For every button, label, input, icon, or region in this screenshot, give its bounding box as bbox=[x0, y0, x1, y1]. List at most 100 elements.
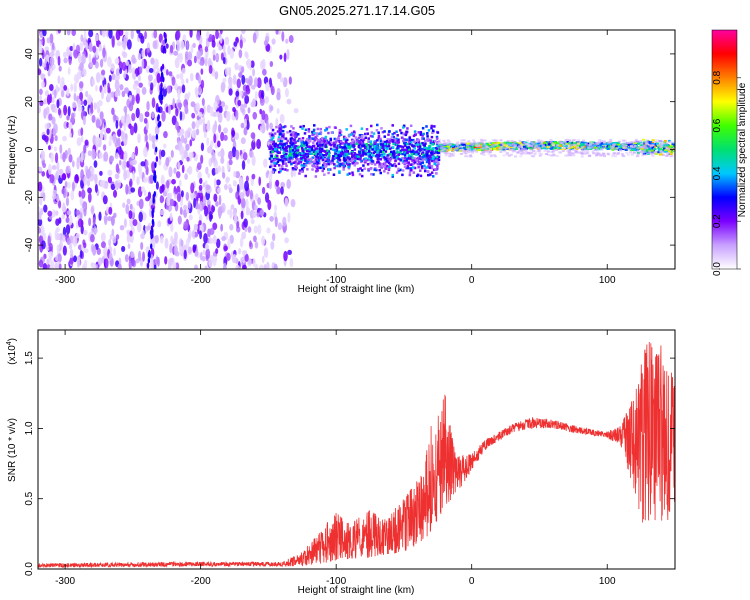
spectrogram-cell bbox=[41, 81, 45, 88]
spectrogram-y-label: Frequency (Hz) bbox=[7, 116, 18, 185]
snr-y-axis: 0.00.51.01.5 bbox=[24, 351, 675, 576]
spectrogram-cell bbox=[319, 156, 323, 159]
spectrogram-cell bbox=[556, 142, 560, 145]
spectrogram-cell bbox=[527, 144, 531, 147]
spectrogram-cell bbox=[596, 145, 600, 148]
spectrogram-cell bbox=[480, 152, 484, 155]
spectrogram-cell bbox=[91, 227, 95, 233]
spectrogram-cell bbox=[38, 57, 43, 67]
spectrogram-cell bbox=[300, 152, 304, 155]
spectrogram-cell bbox=[187, 59, 193, 67]
spectrogram-cell bbox=[220, 156, 225, 164]
spectrogram-cell bbox=[526, 139, 530, 142]
spectrogram-cell bbox=[136, 221, 142, 233]
spectrogram-cell bbox=[418, 145, 422, 148]
spectrogram-cell bbox=[284, 237, 289, 244]
spectrogram-cell bbox=[42, 232, 47, 241]
spectrogram-cell bbox=[381, 140, 385, 143]
spectrogram-cell bbox=[516, 144, 520, 147]
spectrogram-cell bbox=[171, 115, 177, 126]
spectrogram-cell bbox=[634, 138, 638, 141]
spectrogram-cell bbox=[144, 30, 147, 40]
spectrogram-cell bbox=[371, 135, 374, 138]
spectrogram-cell bbox=[254, 241, 259, 249]
spectrogram-cell bbox=[537, 141, 541, 144]
x-tick-label: 0 bbox=[469, 576, 475, 587]
spectrogram-cell bbox=[459, 146, 463, 149]
spectrogram-cell bbox=[510, 140, 514, 143]
spectrogram-cell bbox=[89, 234, 95, 243]
spectrogram-cell bbox=[436, 144, 439, 148]
spectrogram-cell bbox=[319, 148, 322, 151]
spectrogram-cell bbox=[232, 253, 237, 264]
spectrogram-cell bbox=[305, 141, 308, 144]
spectrogram-cell bbox=[59, 144, 63, 154]
spectrogram-cell bbox=[348, 147, 352, 150]
spectrogram-cell bbox=[624, 143, 628, 146]
spectrogram-cell bbox=[375, 146, 379, 150]
spectrogram-cell bbox=[570, 145, 574, 148]
spectrogram-cell bbox=[380, 143, 383, 146]
spectrogram-cell bbox=[323, 173, 326, 176]
spectrogram-cell bbox=[48, 113, 53, 121]
spectrogram-cell bbox=[114, 173, 120, 180]
spectrogram-cell bbox=[416, 162, 420, 166]
spectrogram-cell bbox=[307, 141, 310, 145]
spectrogram-cell bbox=[345, 148, 348, 152]
spectrogram-cell bbox=[672, 149, 675, 152]
spectrogram-cell bbox=[385, 164, 389, 168]
spectrogram-cell bbox=[157, 220, 162, 228]
spectrogram-cell bbox=[410, 152, 414, 156]
spectrogram-cell bbox=[206, 137, 210, 146]
spectrogram-cell bbox=[219, 30, 223, 35]
spectrogram-cell bbox=[405, 161, 408, 165]
spectrogram-cell bbox=[184, 130, 189, 140]
spectrogram-cell bbox=[661, 151, 665, 154]
spectrogram-cell bbox=[391, 173, 395, 177]
spectrogram-cell bbox=[375, 129, 379, 132]
spectrogram-cell bbox=[220, 101, 226, 108]
spectrogram-cell bbox=[129, 230, 133, 237]
spectrogram-cell bbox=[471, 143, 475, 146]
spectrogram-cell bbox=[312, 150, 316, 154]
spectrogram-cell bbox=[601, 152, 605, 155]
spectrogram-cell bbox=[306, 145, 309, 148]
spectrogram-cell bbox=[311, 164, 315, 168]
spectrogram-cell bbox=[269, 139, 272, 142]
colorbar-tick-label: 0.6 bbox=[712, 118, 723, 132]
spectrogram-cell bbox=[61, 188, 65, 195]
spectrogram-cell bbox=[97, 257, 103, 266]
spectrogram-cell bbox=[624, 147, 628, 150]
spectrogram-cell bbox=[39, 94, 42, 101]
spectrogram-cell bbox=[90, 107, 94, 114]
spectrogram-cell bbox=[44, 90, 49, 97]
spectrogram-cell bbox=[48, 145, 51, 151]
spectrogram-cell bbox=[275, 149, 279, 152]
spectrogram-cell bbox=[329, 147, 333, 151]
spectrogram-cell bbox=[650, 141, 654, 144]
spectrogram-cell bbox=[595, 141, 599, 144]
spectrogram-cell bbox=[324, 159, 328, 163]
spectrogram-cell bbox=[423, 154, 426, 158]
spectrogram-cell bbox=[319, 138, 323, 141]
spectrogram-cell bbox=[245, 207, 251, 216]
snr-scale-exp: 4 bbox=[6, 341, 13, 345]
spectrogram-cell bbox=[131, 72, 137, 80]
spectrogram-cell bbox=[517, 142, 521, 145]
spectrogram-cell bbox=[160, 174, 165, 186]
spectrogram-cell bbox=[653, 150, 657, 153]
spectrogram-cell bbox=[314, 151, 318, 154]
spectrogram-cell bbox=[395, 157, 399, 160]
spectrogram-cell bbox=[91, 114, 96, 123]
spectrogram-cell bbox=[261, 110, 266, 121]
spectrogram-cell bbox=[509, 144, 513, 147]
spectrogram-cell bbox=[243, 118, 247, 128]
spectrogram-cell bbox=[596, 142, 600, 145]
spectrogram-cell bbox=[435, 149, 439, 152]
spectrogram-cell bbox=[342, 166, 346, 169]
spectrogram-cell bbox=[432, 140, 436, 144]
spectrogram-cell bbox=[432, 147, 436, 150]
spectrogram-cell bbox=[645, 141, 649, 144]
spectrogram-cell bbox=[276, 91, 281, 101]
spectrogram-cell bbox=[421, 155, 424, 159]
